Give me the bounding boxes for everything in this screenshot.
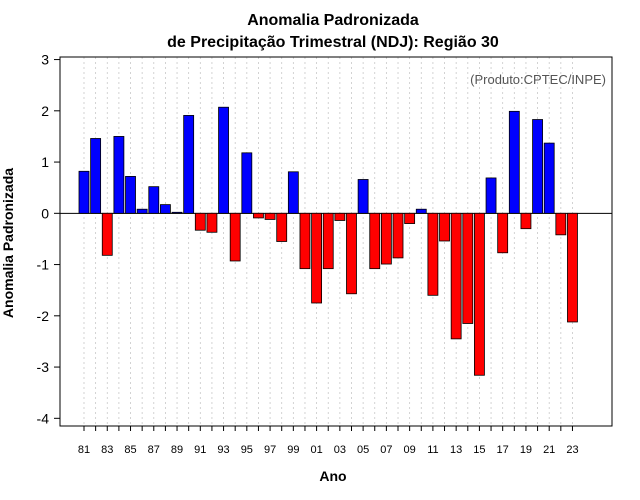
x-tick-label: 19 xyxy=(520,444,532,456)
bar-97 xyxy=(264,212,276,220)
bar-87 xyxy=(148,186,160,214)
x-tick-label: 01 xyxy=(310,444,322,456)
bar-83 xyxy=(101,212,113,256)
x-axis-label: Ano xyxy=(319,468,346,484)
bar-06 xyxy=(369,212,381,270)
x-tick-label: 09 xyxy=(404,444,416,456)
bar-08 xyxy=(392,212,404,259)
bar-03 xyxy=(334,212,346,221)
bar-18 xyxy=(508,110,520,214)
bar-16 xyxy=(485,177,497,214)
bar-11 xyxy=(427,212,439,296)
x-tick-label: 23 xyxy=(566,444,578,456)
x-tick-label: 13 xyxy=(450,444,462,456)
bar-17 xyxy=(497,212,509,254)
bar-94 xyxy=(229,212,241,262)
x-tick-label: 03 xyxy=(334,444,346,456)
y-axis: 3 2 1 0 -1 -2 -3 -4 xyxy=(37,52,60,426)
x-tick-label: 93 xyxy=(217,444,229,456)
x-tick-label: 17 xyxy=(497,444,509,456)
y-tick-label: -1 xyxy=(37,257,50,273)
x-tick-label: 99 xyxy=(287,444,299,456)
bar-88 xyxy=(160,204,171,214)
bar-13 xyxy=(450,212,462,340)
bar-81 xyxy=(78,170,90,214)
bar-15 xyxy=(474,212,485,376)
x-tick-label: 15 xyxy=(473,444,485,456)
bar-92 xyxy=(206,212,218,233)
x-axis: 81 83 85 87 89 91 93 95 97 99 01 03 05 07 09 11 13 15 17 19… xyxy=(78,426,579,456)
x-tick-label: 81 xyxy=(78,444,90,456)
bar-09 xyxy=(404,212,416,224)
bar-05 xyxy=(357,179,369,214)
bar-14 xyxy=(462,212,474,324)
x-tick-label: 95 xyxy=(241,444,253,456)
bar-85 xyxy=(125,176,136,214)
x-tick-label: 87 xyxy=(148,444,160,456)
bar-91 xyxy=(194,212,206,231)
bar-01 xyxy=(311,212,323,304)
x-tick-label: 21 xyxy=(543,444,555,456)
bar-89 xyxy=(171,211,183,214)
bar-04 xyxy=(346,212,357,295)
chart-title: Anomalia Padronizada xyxy=(247,12,419,29)
y-tick-label: -4 xyxy=(37,410,50,426)
bar-07 xyxy=(380,212,392,265)
x-tick-label: 85 xyxy=(124,444,136,456)
bar-21 xyxy=(543,142,555,214)
x-tick-label: 89 xyxy=(171,444,183,456)
bar-12 xyxy=(439,212,450,242)
bar-90 xyxy=(183,115,195,214)
bar-02 xyxy=(322,212,334,270)
x-tick-label: 97 xyxy=(264,444,276,456)
bar-00 xyxy=(299,212,311,270)
bar-99 xyxy=(287,171,299,214)
bar-23 xyxy=(567,212,578,323)
x-tick-label: 11 xyxy=(427,444,438,456)
bar-82 xyxy=(90,138,102,214)
x-tick-label: 91 xyxy=(194,444,206,456)
y-tick-label: 0 xyxy=(41,205,49,221)
y-axis-label: Anomalia Padronizada xyxy=(0,168,16,318)
y-tick-label: -3 xyxy=(37,359,50,375)
x-tick-label: 07 xyxy=(380,444,392,456)
x-tick-label: 83 xyxy=(101,444,113,456)
bar-86 xyxy=(136,208,148,214)
bar-95 xyxy=(241,152,253,214)
bars xyxy=(78,106,578,376)
bar-10 xyxy=(415,208,427,214)
bar-84 xyxy=(113,136,125,214)
bar-96 xyxy=(253,212,264,219)
y-tick-label: 1 xyxy=(41,154,49,170)
chart-subtitle: de Precipitação Trimestral (NDJ): Região… xyxy=(167,34,499,51)
y-tick-label: 3 xyxy=(41,52,49,68)
y-tick-label: 2 xyxy=(41,103,49,119)
product-annotation: (Produto:CPTEC/INPE) xyxy=(470,72,606,87)
bar-19 xyxy=(520,212,532,230)
y-tick-label: -2 xyxy=(37,308,50,324)
bar-98 xyxy=(276,212,288,242)
plot-area xyxy=(59,56,613,427)
x-tick-label: 05 xyxy=(357,444,369,456)
bar-93 xyxy=(218,106,229,214)
plot-frame xyxy=(59,56,613,427)
bar-22 xyxy=(555,212,567,236)
bar-20 xyxy=(532,119,543,214)
